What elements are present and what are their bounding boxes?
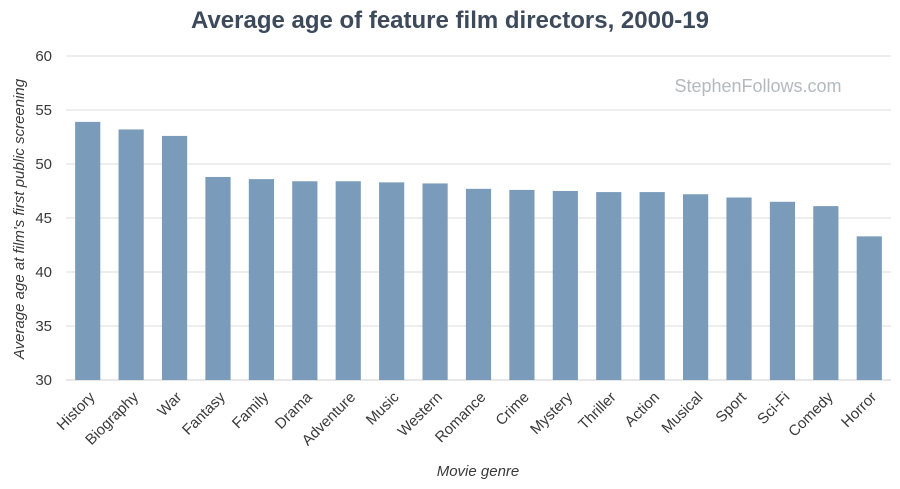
bars [75, 121, 882, 380]
x-tick-label: Sport [712, 388, 750, 426]
x-tick-label: Family [229, 388, 273, 432]
x-tick-label: Mystery [527, 388, 576, 437]
bar-family [248, 179, 274, 380]
watermark: StephenFollows.com [674, 76, 841, 96]
bar-crime [509, 189, 535, 380]
bar-sci-fi [769, 201, 796, 380]
x-tick-label: Thriller [575, 389, 619, 433]
y-tick-label: 60 [35, 48, 52, 65]
x-axis-label: Movie genre [437, 463, 520, 480]
x-tick-label: War [154, 389, 185, 420]
bar-western [422, 183, 448, 380]
bar-musical [683, 194, 709, 380]
x-tick-label: Musical [658, 389, 706, 437]
bar-history [75, 121, 101, 380]
x-tick-label: Music [363, 388, 403, 428]
bar-mystery [552, 191, 578, 380]
bar-comedy [813, 206, 839, 380]
bar-fantasy [205, 176, 231, 380]
x-tick-label: Comedy [785, 388, 837, 440]
bar-horror [856, 236, 882, 380]
bar-romance [465, 188, 492, 380]
bar-war [161, 135, 188, 380]
x-tick-label: Action [622, 389, 664, 431]
x-tick-label: Sci-Fi [754, 389, 793, 428]
bar-drama [292, 181, 318, 380]
bar-sport [726, 197, 752, 380]
bar-thriller [596, 192, 622, 380]
y-axis-label: Average age at film's first public scree… [11, 78, 28, 360]
x-tick-label: Fantasy [179, 388, 229, 438]
bar-adventure [335, 181, 361, 380]
y-tick-label: 30 [35, 372, 52, 389]
y-tick-label: 40 [35, 264, 52, 281]
y-tick-label: 35 [35, 318, 52, 335]
chart-title: Average age of feature film directors, 2… [191, 7, 709, 34]
bar-action [639, 192, 665, 380]
y-tick-label: 55 [35, 102, 52, 119]
y-axis-ticks: 30 35 40 45 50 55 60 [35, 48, 52, 389]
x-tick-label: Horror [838, 389, 880, 431]
y-tick-label: 45 [35, 210, 52, 227]
y-tick-label: 50 [35, 156, 52, 173]
x-tick-label: Crime [492, 389, 532, 429]
bar-biography [118, 129, 144, 380]
bar-music [379, 182, 405, 380]
